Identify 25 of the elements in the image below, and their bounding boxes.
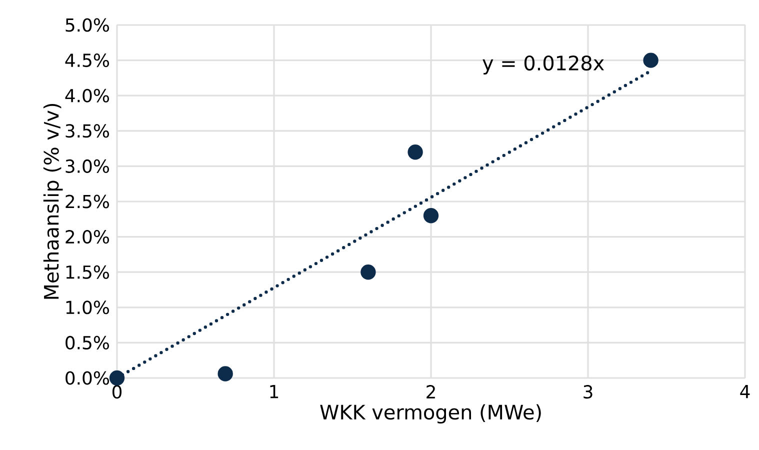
point xyxy=(643,52,658,68)
x-tick-label: 0 xyxy=(112,385,122,399)
y-tick-label: 3.5% xyxy=(66,124,109,138)
point xyxy=(408,144,423,160)
x-tick-label: 1 xyxy=(270,385,278,398)
x-tick-label: 3 xyxy=(584,385,592,399)
x-axis-title: WKK vermogen (MWe) xyxy=(320,404,541,424)
y-tick-label: 1.5% xyxy=(66,265,109,279)
y-tick-label: 4.5% xyxy=(65,54,109,68)
y-tick-label: 3.0% xyxy=(66,159,109,173)
point xyxy=(109,370,125,386)
point xyxy=(218,366,233,382)
y-tick-label: 1.0% xyxy=(66,300,109,314)
y-tick-label: 0.0% xyxy=(66,371,109,385)
y-tick-label: 0.5% xyxy=(66,336,109,350)
y-tick-label: 5.0% xyxy=(66,18,109,32)
y-tick-label: 2.5% xyxy=(66,194,109,208)
y-axis-title: Methaanslip (% v/v) xyxy=(43,104,63,299)
point xyxy=(423,208,439,224)
annotation: y = 0.0128x xyxy=(482,55,604,74)
y-tick-label: 2.0% xyxy=(66,230,109,244)
x-tick-label: 4 xyxy=(740,385,750,398)
y-tick-label: 4.0% xyxy=(65,88,109,102)
point xyxy=(360,264,376,280)
x-tick-label: 2 xyxy=(426,385,435,398)
